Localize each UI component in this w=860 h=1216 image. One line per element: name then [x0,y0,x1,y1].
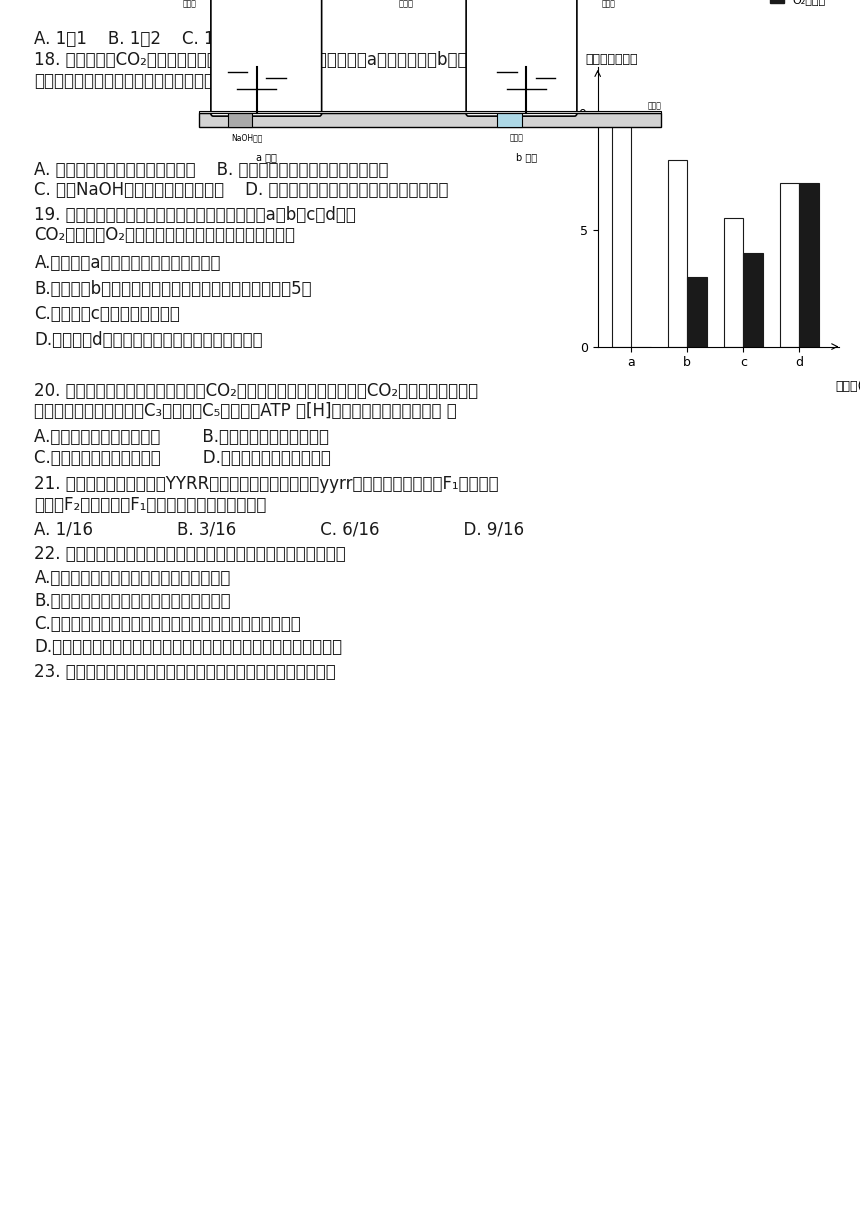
Text: a 装置: a 装置 [255,152,277,162]
Bar [780,184,799,347]
Text: NaOH溶液: NaOH溶液 [231,134,262,142]
Text: 19. 右图表示某绿色植物的非绿色器官在氧浓度为a、b、c、d时，: 19. 右图表示某绿色植物的非绿色器官在氧浓度为a、b、c、d时， [34,206,356,224]
Text: C.观察处于分裂中期的细胞，可清晰的看到赤道板和染色体: C.观察处于分裂中期的细胞，可清晰的看到赤道板和染色体 [34,615,301,634]
Bar [199,113,661,128]
Text: 23. 对于多细胞生物而言，下列有关细胞生命历程的说法正确的是: 23. 对于多细胞生物而言，下列有关细胞生命历程的说法正确的是 [34,663,336,681]
Text: 气体交换相对值: 气体交换相对值 [586,52,638,66]
Text: 交，则F₂中表现型与F₁表现型相同的个体占总数的: 交，则F₂中表现型与F₁表现型相同的个体占总数的 [34,496,267,514]
Bar [743,253,763,347]
Text: 装置。有关用塑料袋扎紧花盆的实验设计思路是: 装置。有关用塑料袋扎紧花盆的实验设计思路是 [34,72,244,90]
Text: 22. 用高倍显微镜观察洋葱根尖细胞的有丝分裂。下列叙述正确的是: 22. 用高倍显微镜观察洋葱根尖细胞的有丝分裂。下列叙述正确的是 [34,545,346,563]
Text: 21. 用纯种黄色圆粒豌豆（YYRR）和纯种绿色皱粒豌豆（yyrr）作亲本进行杂交，F₁再进行自: 21. 用纯种黄色圆粒豌豆（YYRR）和纯种绿色皱粒豌豆（yyrr）作亲本进行杂… [34,475,499,494]
Bar [497,113,521,128]
Bar [724,219,743,347]
Text: C.氧浓度为c时，无氧呼吸最弱: C.氧浓度为c时，无氧呼吸最弱 [34,305,181,323]
Text: 塑料袋: 塑料袋 [398,0,414,9]
Text: 20. 将植物栽培在光照适宜、温度和CO₂充足的条件下。如果将环境中CO₂含量突然降至极低: 20. 将植物栽培在光照适宜、温度和CO₂充足的条件下。如果将环境中CO₂含量突… [34,382,478,400]
Text: 凡士林: 凡士林 [182,0,196,9]
Text: b 装置: b 装置 [516,152,537,162]
Text: A.处于分裂间期和中期的细胞数目大致相等: A.处于分裂间期和中期的细胞数目大致相等 [34,569,230,587]
Text: A.氧浓度为a时，最适于贮藏该植物器官: A.氧浓度为a时，最适于贮藏该植物器官 [34,254,221,272]
Bar [199,111,661,113]
Text: B.氧浓度为b时，无氧呼吸消耗的是葡萄糖是有氧呼吸的5倍: B.氧浓度为b时，无氧呼吸消耗的是葡萄糖是有氧呼吸的5倍 [34,280,312,298]
Text: A. 1：1    B. 1：2    C. 1：3    D. 0：4: A. 1：1 B. 1：2 C. 1：3 D. 0：4 [34,30,311,49]
X-axis label: 氧浓度(%): 氧浓度(%) [836,381,860,393]
Text: C.下降、上升、上升、上升        D.上升、下降、下降、上升: C.下降、上升、上升、上升 D.上升、下降、下降、上升 [34,449,331,467]
Bar [799,184,819,347]
Text: 水平，此时叶肉细胞内的C₃化合物、C₅化合物、ATP 和[H]含量的变化情况依次是（ ）: 水平，此时叶肉细胞内的C₃化合物、C₅化合物、ATP 和[H]含量的变化情况依次… [34,402,458,421]
Text: B.视野中不同细胞的染色体数目可能不相等: B.视野中不同细胞的染色体数目可能不相等 [34,592,231,610]
Bar [687,277,707,347]
Text: 玻璃板: 玻璃板 [648,101,661,109]
Bar [667,161,687,347]
Text: A.上升、下降、上升、上升        B.下降、上升、下降、下降: A.上升、下降、上升、上升 B.下降、上升、下降、下降 [34,428,329,446]
Bar [611,113,631,347]
Text: A. 1/16                B. 3/16                C. 6/16                D. 9/16: A. 1/16 B. 3/16 C. 6/16 D. 9/16 [34,520,525,539]
Text: 蒸馏水: 蒸馏水 [510,134,524,142]
Text: 蒸馏水: 蒸馏水 [601,0,615,9]
Text: D.细胞是独力分裂的，因此可选一个细胞持续观察它的整个分裂过程: D.细胞是独力分裂的，因此可选一个细胞持续观察它的整个分裂过程 [34,638,342,657]
FancyBboxPatch shape [211,0,322,117]
Text: D.氧浓度为d时，无氧呼吸的强度与有氧呼吸相等: D.氧浓度为d时，无氧呼吸的强度与有氧呼吸相等 [34,331,263,349]
Legend: CO₂释放量, O₂吸收量: CO₂释放量, O₂吸收量 [765,0,838,10]
Text: 18. 右图为探究CO₂是否为植物光合作用原料的实验装置示意图。其中a为实验装置，b为对照: 18. 右图为探究CO₂是否为植物光合作用原料的实验装置示意图。其中a为实验装置… [34,51,478,69]
Text: CO₂释放量和O₂吸收量的变化。下列相关叙述正确的是: CO₂释放量和O₂吸收量的变化。下列相关叙述正确的是 [34,226,295,244]
Text: A. 确保植株与外界空气进一步隔绝    B. 排除土壤中微生物代谢活动的干扰: A. 确保植株与外界空气进一步隔绝 B. 排除土壤中微生物代谢活动的干扰 [34,161,389,179]
Text: C. 防止NaOH溶液对植物根系的影响    D. 避免土壤中自养微生物光合作用形成淀粉: C. 防止NaOH溶液对植物根系的影响 D. 避免土壤中自养微生物光合作用形成淀… [34,181,449,199]
Bar [228,113,252,128]
FancyBboxPatch shape [466,0,577,117]
